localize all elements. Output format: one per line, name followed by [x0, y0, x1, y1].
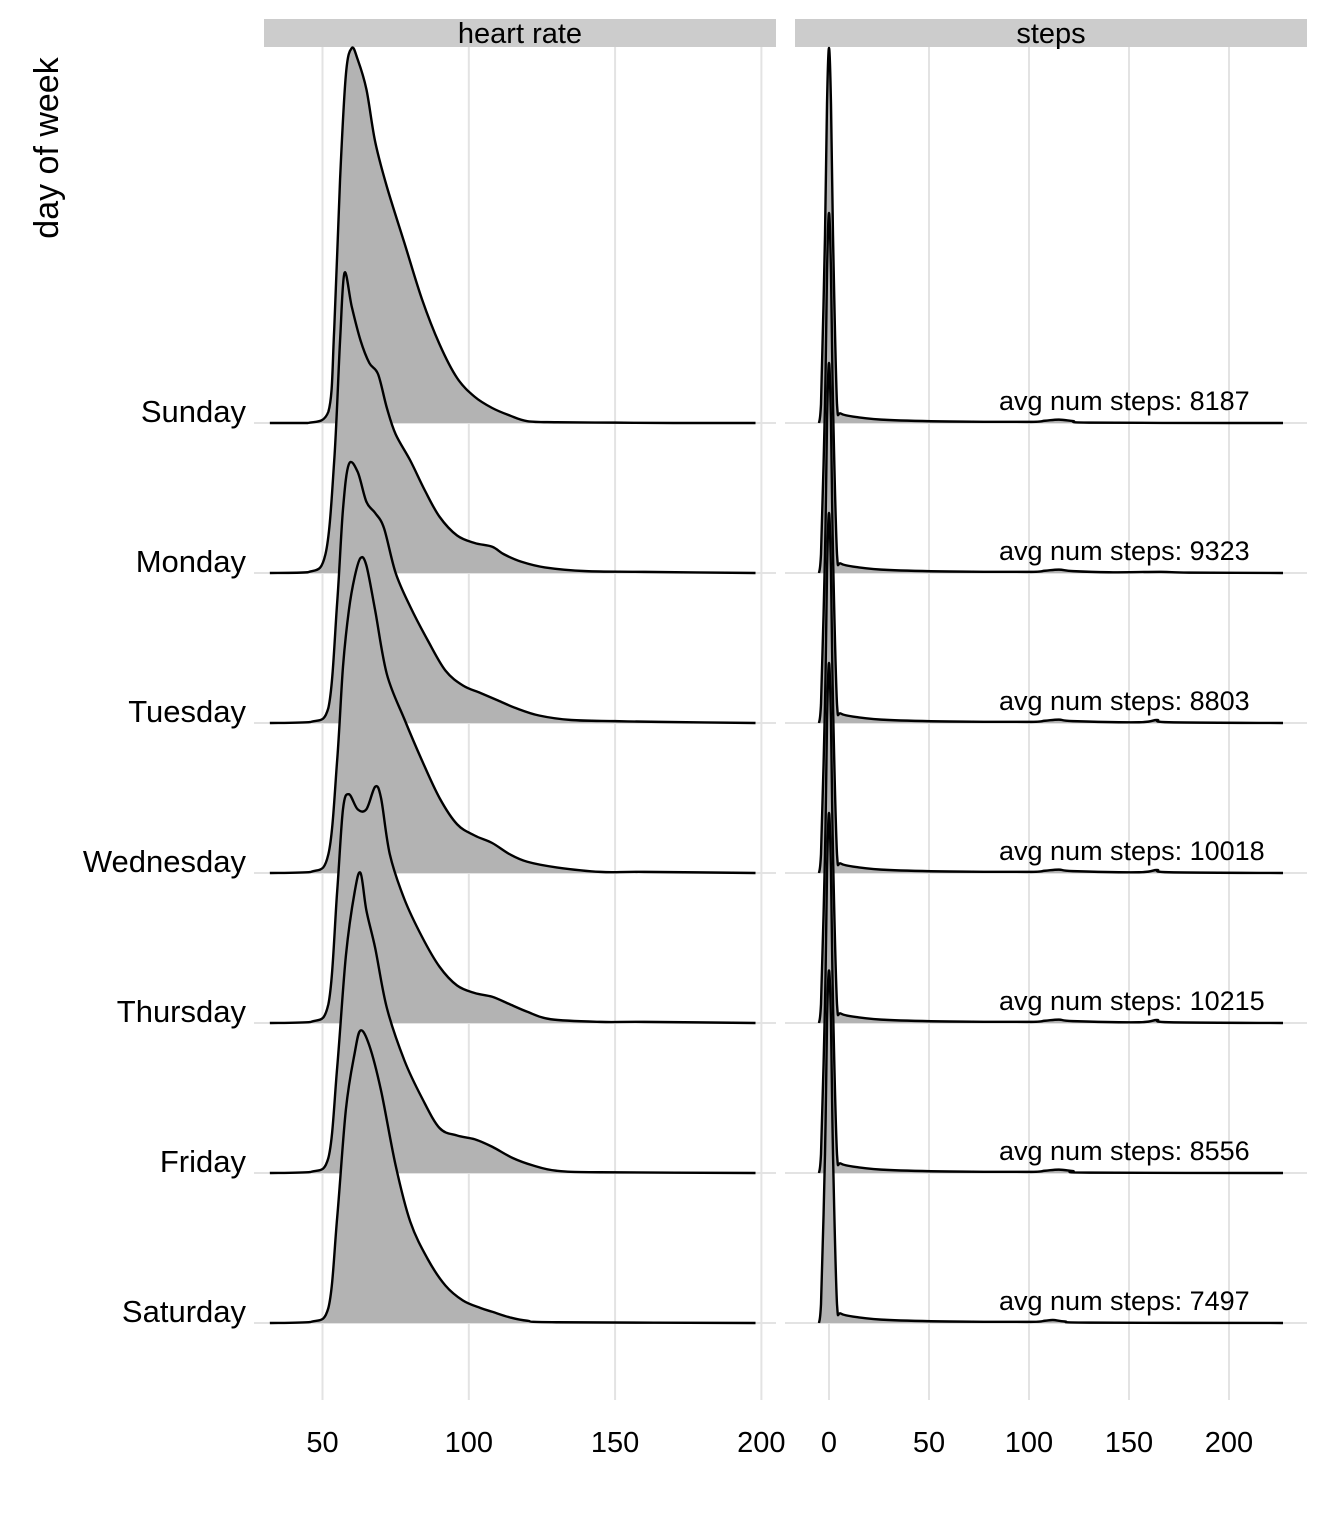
ridge-line-monday [817, 211, 1284, 575]
ridge-fill-sunday [269, 47, 756, 424]
ridge-line-wednesday [817, 511, 1284, 875]
ridge-fill-friday [269, 872, 756, 1173]
x-tick-label: 200 [1205, 1427, 1253, 1459]
x-tick-label: 150 [591, 1427, 639, 1459]
ridge-line-monday [269, 271, 756, 575]
ridge-line-friday [817, 811, 1284, 1175]
avg-steps-label-friday: avg num steps: 8556 [999, 1136, 1250, 1166]
x-tick-label: 100 [445, 1427, 493, 1459]
panel-strip [264, 19, 776, 47]
panel-steps: steps 0 50 100 150 200 avg num steps: 8187 avg … [785, 18, 1307, 1459]
ridge-line-wednesday [269, 555, 756, 875]
avg-steps-label-monday: avg num steps: 9323 [999, 536, 1250, 566]
avg-steps-label-wednesday: avg num steps: 10018 [999, 836, 1265, 866]
ridge-line-thursday [817, 661, 1284, 1025]
ridge-fill-thursday [269, 786, 756, 1023]
panel-title: heart rate [458, 18, 582, 50]
ridge-line-thursday [269, 784, 756, 1025]
x-tick-label: 150 [1105, 1427, 1153, 1459]
ridge-line-sunday [269, 46, 756, 425]
panel-title: steps [1016, 18, 1085, 50]
x-tick-label: 0 [821, 1427, 837, 1459]
avg-steps-label-thursday: avg num steps: 10215 [999, 986, 1265, 1016]
panel-heart-rate: heart rate 50 100 150 200 [254, 18, 786, 1459]
panel-strip [795, 19, 1307, 47]
day-label-wednesday: Wednesday [83, 844, 247, 879]
day-label-tuesday: Tuesday [128, 694, 246, 729]
x-tick-label: 100 [1005, 1427, 1053, 1459]
ridge-line-friday [269, 871, 756, 1175]
ridge-line-saturday [269, 1029, 756, 1325]
x-tick-label: 50 [913, 1427, 945, 1459]
ridge-fill-saturday [269, 1030, 756, 1323]
ridge-line-saturday [817, 969, 1284, 1325]
ridge-line-tuesday [269, 460, 756, 725]
x-tick-label: 50 [306, 1427, 338, 1459]
day-label-saturday: Saturday [122, 1294, 247, 1329]
ridge-line-sunday [817, 46, 1283, 425]
ridge-line-tuesday [817, 361, 1284, 725]
day-label-thursday: Thursday [117, 994, 247, 1029]
x-tick-label: 200 [737, 1427, 785, 1459]
day-label-friday: Friday [160, 1144, 247, 1179]
avg-steps-label-sunday: avg num steps: 8187 [999, 386, 1250, 416]
ridge-fill-tuesday [269, 461, 756, 723]
avg-steps-label-saturday: avg num steps: 7497 [999, 1286, 1250, 1316]
ridge-fill-sunday [819, 48, 1283, 423]
day-label-sunday: Sunday [141, 394, 247, 429]
y-axis-title: day of week [28, 56, 66, 238]
day-label-monday: Monday [136, 544, 247, 579]
avg-steps-label-tuesday: avg num steps: 8803 [999, 686, 1250, 716]
ridge-fill-wednesday [269, 557, 756, 873]
ridge-fill-monday [269, 272, 756, 573]
